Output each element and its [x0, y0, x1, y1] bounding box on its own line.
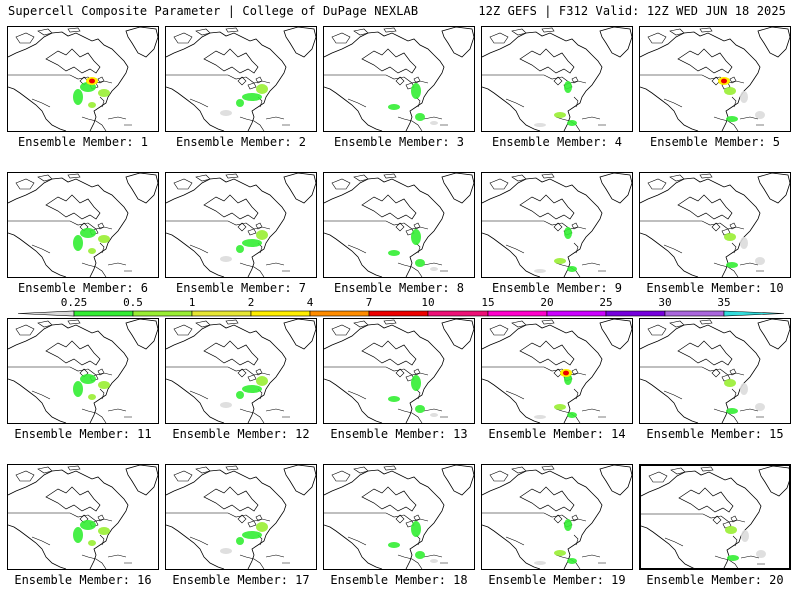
- color-scale-bar: [17, 310, 785, 317]
- colorbar-tick-label: 0.5: [123, 296, 143, 309]
- north-america-map: [482, 319, 632, 423]
- ensemble-member-label: Ensemble Member: 19: [488, 573, 626, 587]
- ensemble-member-label: Ensemble Member: 8: [333, 281, 465, 295]
- colorbar-tick-label: 2: [247, 296, 255, 309]
- ensemble-member-label: Ensemble Member: 11: [14, 427, 152, 441]
- ensemble-member-label: Ensemble Member: 14: [488, 427, 626, 441]
- colorbar-tick-label: 4: [306, 296, 314, 309]
- north-america-map: [640, 319, 790, 423]
- colorbar-tick-label: 35: [717, 296, 731, 309]
- colorbar-right-arrow: [723, 310, 785, 317]
- north-america-map: [8, 465, 158, 569]
- colorbar-segment: [73, 310, 134, 317]
- colorbar-segment: [250, 310, 311, 317]
- north-america-map: [8, 319, 158, 423]
- ensemble-member-map[interactable]: [323, 464, 475, 570]
- ensemble-member-map[interactable]: [7, 318, 159, 424]
- ensemble-member-map[interactable]: [165, 172, 317, 278]
- ensemble-member-map[interactable]: [639, 172, 791, 278]
- colorbar-segment: [132, 310, 193, 317]
- colorbar-tick-label: 10: [421, 296, 435, 309]
- ensemble-member-label: Ensemble Member: 12: [172, 427, 310, 441]
- north-america-map: [482, 465, 632, 569]
- ensemble-member-map[interactable]: [481, 26, 633, 132]
- colorbar-segment: [191, 310, 252, 317]
- colorbar-segment: [487, 310, 548, 317]
- north-america-map: [324, 27, 474, 131]
- map-title: Supercell Composite Parameter | College …: [8, 4, 419, 18]
- colorbar-segment: [605, 310, 666, 317]
- ensemble-member-label: Ensemble Member: 3: [333, 135, 465, 149]
- ensemble-member-map[interactable]: [323, 172, 475, 278]
- north-america-map: [641, 466, 789, 568]
- ensemble-member-map[interactable]: [323, 318, 475, 424]
- ensemble-member-map[interactable]: [323, 26, 475, 132]
- north-america-map: [166, 319, 316, 423]
- ensemble-member-map[interactable]: [7, 26, 159, 132]
- ensemble-member-label: Ensemble Member: 20: [646, 573, 784, 587]
- north-america-map: [166, 27, 316, 131]
- colorbar-tick-label: 0.25: [60, 296, 88, 309]
- colorbar-tick-label: 15: [481, 296, 495, 309]
- ensemble-member-label: Ensemble Member: 15: [646, 427, 784, 441]
- colorbar-tick-label: 25: [599, 296, 613, 309]
- north-america-map: [324, 465, 474, 569]
- ensemble-member-label: Ensemble Member: 10: [646, 281, 784, 295]
- ensemble-member-map[interactable]: [7, 172, 159, 278]
- model-valid-time: 12Z GEFS | F312 Valid: 12Z WED JUN 18 20…: [478, 4, 786, 18]
- ensemble-member-map[interactable]: [639, 318, 791, 424]
- ensemble-member-label: Ensemble Member: 13: [330, 427, 468, 441]
- north-america-map: [166, 465, 316, 569]
- ensemble-member-map[interactable]: [481, 464, 633, 570]
- ensemble-member-map[interactable]: [639, 26, 791, 132]
- colorbar-segment: [664, 310, 725, 317]
- colorbar-segment: [427, 310, 489, 317]
- ensemble-member-label: Ensemble Member: 5: [649, 135, 781, 149]
- colorbar-segment: [368, 310, 429, 317]
- colorbar-tick-label: 30: [658, 296, 672, 309]
- north-america-map: [640, 173, 790, 277]
- ensemble-member-label: Ensemble Member: 17: [172, 573, 310, 587]
- ensemble-member-label: Ensemble Member: 18: [330, 573, 468, 587]
- ensemble-member-map[interactable]: [165, 26, 317, 132]
- ensemble-member-label: Ensemble Member: 9: [491, 281, 623, 295]
- north-america-map: [324, 173, 474, 277]
- north-america-map: [482, 173, 632, 277]
- colorbar-segment: [309, 310, 370, 317]
- north-america-map: [8, 27, 158, 131]
- colorbar-segment: [546, 310, 607, 317]
- ensemble-member-map[interactable]: [7, 464, 159, 570]
- north-america-map: [324, 319, 474, 423]
- ensemble-member-label: Ensemble Member: 1: [17, 135, 149, 149]
- north-america-map: [640, 27, 790, 131]
- ensemble-member-label: Ensemble Member: 7: [175, 281, 307, 295]
- ensemble-member-map[interactable]: [165, 464, 317, 570]
- ensemble-member-map[interactable]: [165, 318, 317, 424]
- ensemble-member-label: Ensemble Member: 4: [491, 135, 623, 149]
- colorbar-tick-label: 1: [188, 296, 196, 309]
- north-america-map: [8, 173, 158, 277]
- ensemble-member-map[interactable]: [639, 464, 791, 570]
- colorbar-tick-label: 7: [365, 296, 373, 309]
- ensemble-member-label: Ensemble Member: 6: [17, 281, 149, 295]
- ensemble-member-label: Ensemble Member: 2: [175, 135, 307, 149]
- north-america-map: [166, 173, 316, 277]
- colorbar-tick-label: 20: [540, 296, 554, 309]
- ensemble-member-map[interactable]: [481, 318, 633, 424]
- north-america-map: [482, 27, 632, 131]
- ensemble-member-map[interactable]: [481, 172, 633, 278]
- colorbar-left-arrow: [17, 310, 75, 317]
- ensemble-member-label: Ensemble Member: 16: [14, 573, 152, 587]
